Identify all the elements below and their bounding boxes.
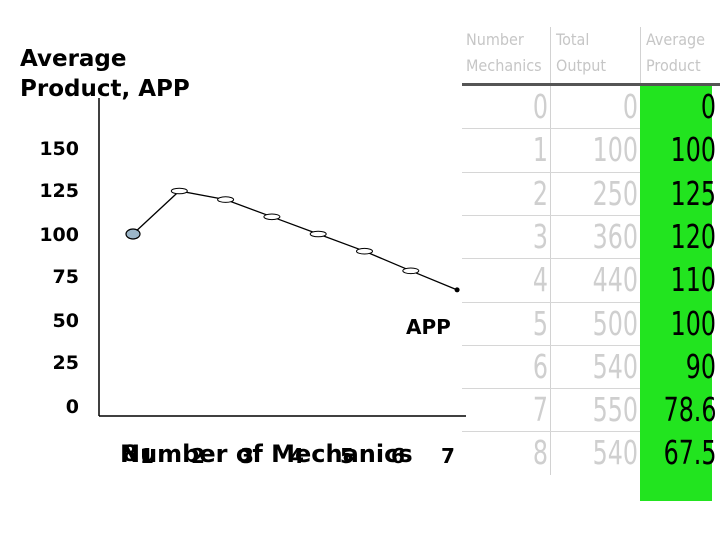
row-divider (462, 388, 640, 390)
header-number-mechanics: Number Mechanics (462, 27, 548, 83)
cell-total-output: 540 (592, 346, 638, 386)
row-divider (462, 128, 640, 130)
cell-mechanics: 0 (532, 87, 548, 126)
cell-average-product: 90 (685, 346, 716, 386)
header-average-product: Average Product (642, 27, 720, 83)
cell-average-product: 67.5 (663, 433, 716, 473)
x-tick-label: 3 (240, 444, 254, 468)
data-table: Number Mechanics Total Output Average Pr… (462, 27, 720, 501)
cell-mechanics: 6 (532, 346, 548, 386)
cell-mechanics: 3 (532, 216, 548, 256)
cell-average-product: 100 (670, 130, 716, 170)
header-line: Number (466, 30, 524, 49)
row-divider (462, 214, 640, 216)
cell-average-product: 0 (700, 87, 716, 126)
header-line: Average (646, 30, 706, 49)
y-tick-label: 75 (52, 266, 79, 288)
header-line: Output (556, 56, 606, 75)
row-divider (462, 344, 640, 346)
y-axis-title: Average Product, APP (20, 46, 190, 102)
cell-average-product: 110 (670, 260, 716, 300)
cell-average-product: 78.6 (663, 390, 716, 430)
data-point (356, 247, 373, 255)
data-point (263, 213, 281, 221)
x-tick-label: 1 (140, 444, 154, 468)
cell-mechanics: 4 (532, 260, 548, 300)
data-point (170, 187, 188, 195)
cell-total-output: 500 (592, 303, 638, 343)
cell-mechanics: 8 (532, 433, 548, 473)
x-tick-label: 7 (441, 444, 455, 468)
row-divider (462, 301, 640, 303)
x-tick-label: 5 (340, 444, 354, 468)
x-tick-label-overlap: 8 (122, 442, 138, 467)
x-axis-title: Number of Mechanics (120, 440, 413, 468)
y-tick-label: 125 (39, 180, 79, 202)
cell-mechanics: 7 (532, 390, 548, 430)
header-line: Total (556, 30, 590, 49)
y-tick-label: 25 (52, 352, 79, 374)
cell-mechanics: 2 (532, 173, 548, 213)
series-label-app: APP (406, 315, 451, 339)
header-line: Mechanics (466, 56, 542, 75)
average-product-highlight (640, 85, 712, 501)
data-point (454, 287, 460, 293)
column-divider (550, 27, 551, 475)
cell-average-product: 100 (670, 303, 716, 343)
row-divider (462, 258, 640, 260)
column-divider (640, 27, 641, 85)
cell-mechanics: 1 (532, 130, 548, 170)
y-tick-label: 50 (52, 310, 79, 332)
cell-average-product: 125 (670, 173, 716, 213)
cell-total-output: 360 (592, 216, 638, 256)
cell-average-product: 120 (670, 216, 716, 256)
data-point (125, 228, 141, 240)
data-point (309, 230, 327, 238)
cell-total-output: 550 (592, 390, 638, 430)
header-line: Product (646, 56, 701, 75)
y-tick-label: 0 (65, 396, 79, 418)
cell-total-output: 100 (592, 130, 638, 170)
y-tick-label: 150 (39, 138, 79, 160)
y-tick-label: 100 (39, 224, 79, 246)
cell-mechanics: 5 (532, 303, 548, 343)
x-tick-label: 6 (391, 444, 405, 468)
x-tick-label: 2 (191, 444, 205, 468)
data-point (402, 267, 420, 275)
app-line (132, 190, 458, 291)
header-divider (462, 83, 720, 86)
row-divider (462, 171, 640, 173)
cell-total-output: 440 (592, 260, 638, 300)
x-tick-label: 4 (290, 444, 304, 468)
row-divider (462, 431, 640, 433)
cell-total-output: 0 (622, 87, 638, 126)
cell-total-output: 250 (592, 173, 638, 213)
header-total-output: Total Output (552, 27, 640, 83)
cell-total-output: 540 (592, 433, 638, 473)
data-point (217, 196, 235, 203)
